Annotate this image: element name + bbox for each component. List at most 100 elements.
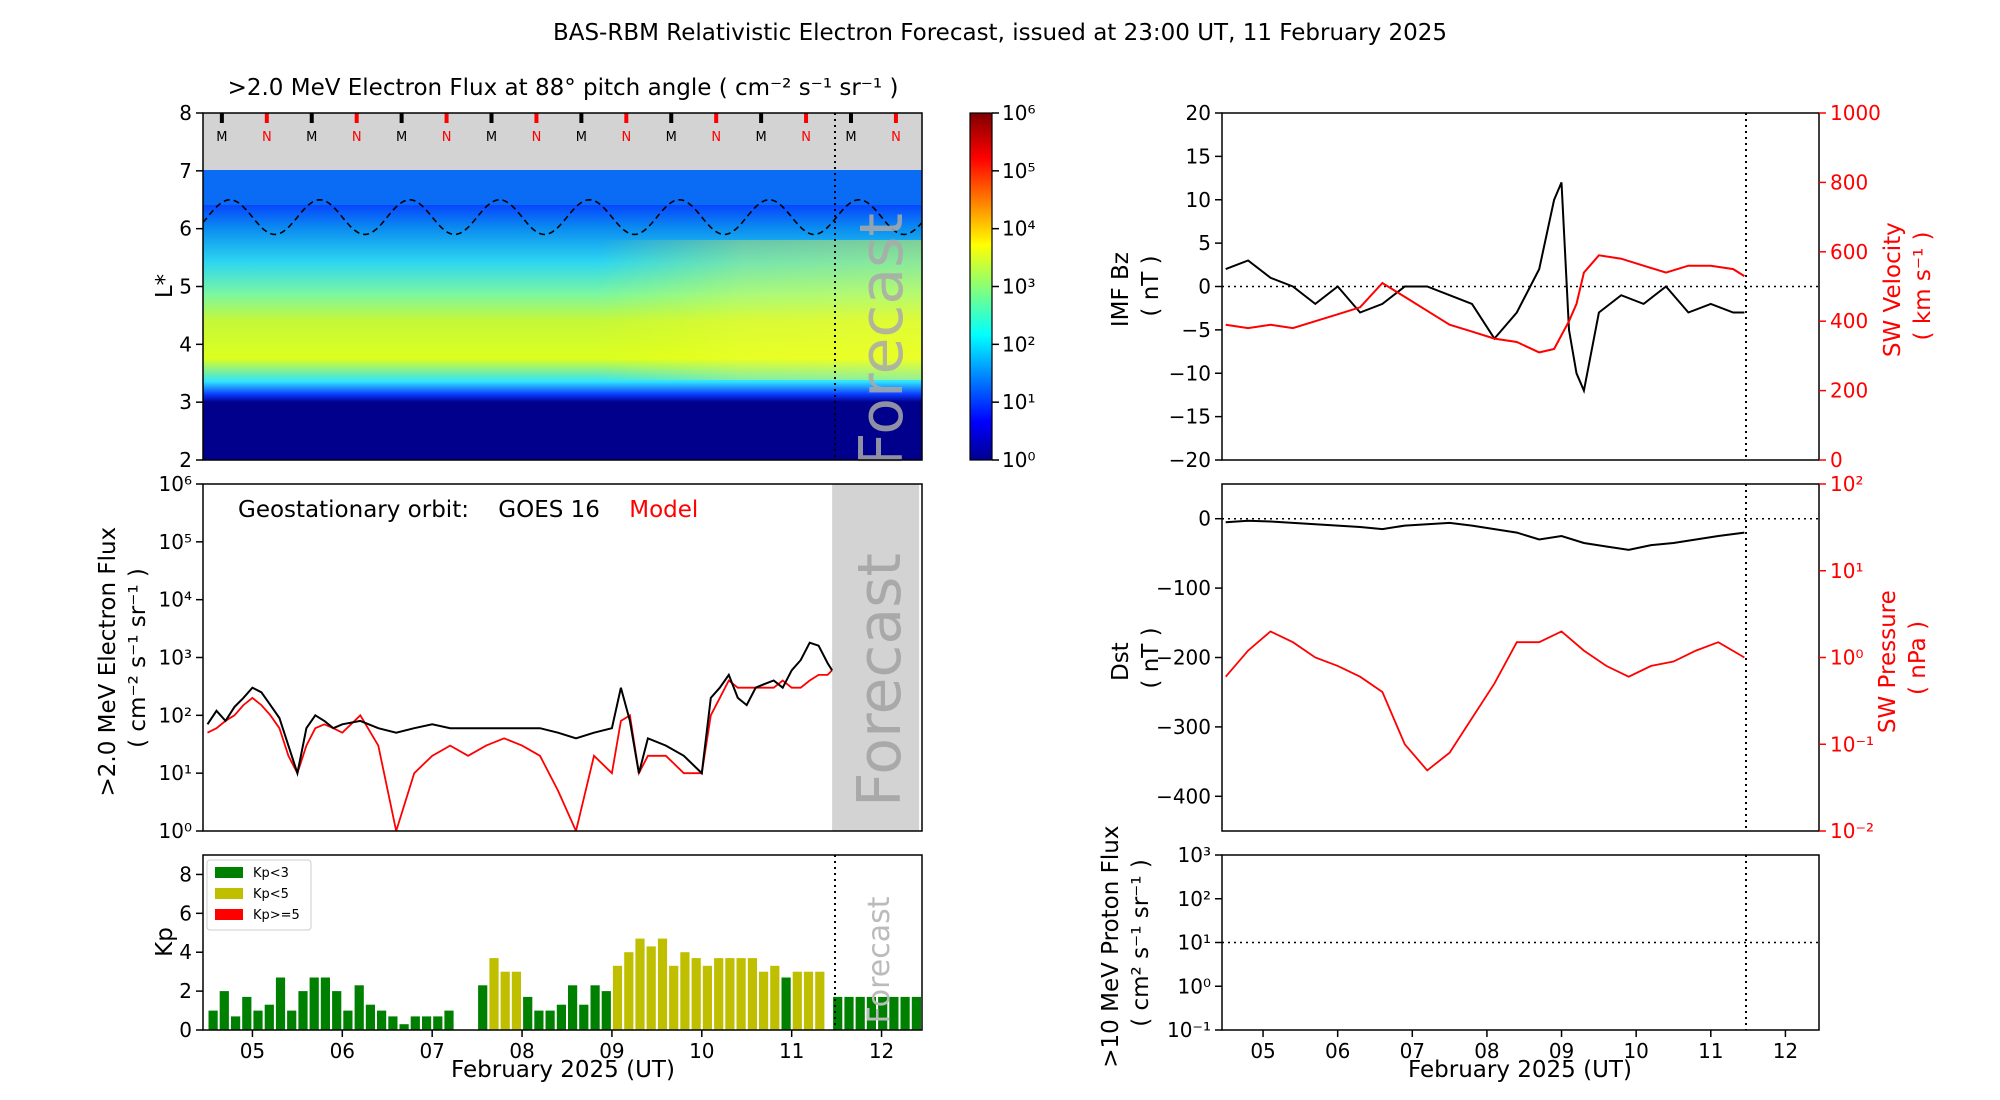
heatmap-y-axis: 2 3 4 5 6 7 8 bbox=[179, 101, 203, 472]
proton-y-axis: 10⁻¹ 10⁰ 10¹ 10² 10³ bbox=[1167, 843, 1222, 1042]
goes-y-tick-label: 10⁰ bbox=[159, 819, 192, 843]
kp-y-tick-label: 0 bbox=[179, 1018, 192, 1042]
sw-velocity-tick-label: 1000 bbox=[1830, 101, 1881, 125]
heatmap-right-enhancement bbox=[203, 240, 922, 380]
mn-marker-label: M bbox=[396, 130, 407, 145]
kp-forecast-bar bbox=[911, 996, 921, 1030]
left-x-axis: 05 06 07 08 09 10 11 12 bbox=[240, 1030, 894, 1063]
heatmap-y-tick-label: 8 bbox=[179, 101, 192, 125]
kp-forecast-bar bbox=[855, 996, 865, 1030]
imf-y-tick-label: −10 bbox=[1169, 361, 1211, 385]
dst-ylabel: Dst ( nT ) bbox=[1108, 627, 1164, 688]
mn-tick bbox=[264, 113, 269, 123]
right-x-axis: 05 06 07 08 09 10 11 12 bbox=[1250, 1030, 1798, 1063]
figure-title: BAS-RBM Relativistic Electron Forecast, … bbox=[553, 20, 1447, 46]
kp-bar bbox=[444, 1010, 454, 1030]
kp-bar bbox=[747, 958, 757, 1030]
kp-forecast-bar bbox=[833, 996, 843, 1030]
kp-bar bbox=[275, 977, 286, 1030]
right-x-tick-label: 06 bbox=[1325, 1039, 1350, 1063]
kp-forecast-bar bbox=[878, 996, 888, 1030]
dst-frame bbox=[1221, 483, 1820, 832]
heatmap-title: >2.0 MeV Electron Flux at 88° pitch angl… bbox=[228, 75, 899, 101]
mn-tick bbox=[759, 113, 764, 123]
mn-tick bbox=[804, 113, 809, 123]
imf-y-axis: −20 −15 −10 −5 0 5 10 15 20 bbox=[1169, 101, 1222, 472]
goes-y-tick-label: 10⁶ bbox=[159, 472, 192, 496]
dst-y-tick-label: −300 bbox=[1156, 715, 1211, 739]
imf-y-tick-label: −20 bbox=[1169, 448, 1211, 472]
kp-bar bbox=[242, 996, 252, 1030]
kp-bar bbox=[635, 938, 645, 1030]
mn-marker-label: M bbox=[756, 130, 767, 145]
heatmap-y-tick-label: 3 bbox=[179, 390, 192, 414]
goes-y-tick-label: 10⁵ bbox=[159, 530, 192, 554]
dst-y-axis: 0 −100 −200 −300 −400 bbox=[1156, 507, 1222, 808]
goes-y-tick-label: 10⁴ bbox=[159, 588, 192, 612]
proton-y-tick-label: 10² bbox=[1178, 887, 1211, 911]
colorbar-tick-label: 10⁴ bbox=[1002, 217, 1035, 241]
mn-tick bbox=[669, 113, 674, 123]
kp-bar bbox=[433, 1016, 443, 1030]
dst-y-tick-label: 0 bbox=[1198, 507, 1211, 531]
heatmap-forecast-label: Forecast bbox=[847, 213, 917, 467]
kp-bar bbox=[399, 1024, 409, 1030]
mn-marker-label: N bbox=[711, 130, 721, 145]
right-x-tick-label: 09 bbox=[1549, 1039, 1574, 1063]
kp-legend-high: Kp>=5 bbox=[253, 908, 300, 923]
proton-frame bbox=[1221, 854, 1820, 1031]
kp-bar bbox=[669, 965, 679, 1030]
kp-bar bbox=[231, 1016, 241, 1030]
kp-bar bbox=[792, 971, 802, 1030]
mn-tick bbox=[444, 113, 449, 123]
kp-y-tick-label: 2 bbox=[179, 979, 192, 1003]
heatmap-ylabel: L* bbox=[152, 274, 178, 298]
colorbar-ticks: 10⁰ 10¹ 10² 10³ 10⁴ 10⁵ 10⁶ bbox=[992, 101, 1035, 472]
kp-bar bbox=[556, 1004, 566, 1030]
left-x-tick-label: 12 bbox=[869, 1039, 894, 1063]
kp-bar bbox=[680, 952, 690, 1030]
kp-bar bbox=[803, 971, 814, 1030]
mn-tick bbox=[848, 113, 853, 123]
mn-tick bbox=[489, 113, 494, 123]
kp-bar bbox=[478, 985, 488, 1030]
mn-marker-label: N bbox=[621, 130, 631, 145]
kp-bar bbox=[388, 1016, 398, 1030]
kp-bar bbox=[534, 1010, 544, 1030]
mn-marker-label: M bbox=[306, 130, 317, 145]
imf-y-tick-label: −15 bbox=[1169, 405, 1211, 429]
kp-bar bbox=[309, 977, 319, 1030]
mn-marker-label: N bbox=[262, 130, 272, 145]
kp-y-tick-label: 8 bbox=[179, 862, 192, 886]
colorbar-tick-label: 10⁵ bbox=[1002, 159, 1035, 183]
kp-bar bbox=[298, 991, 308, 1030]
kp-bar bbox=[377, 1010, 387, 1030]
imf-y-tick-label: 5 bbox=[1198, 231, 1211, 255]
left-x-tick-label: 11 bbox=[779, 1039, 804, 1063]
colorbar: 10⁰ 10¹ 10² 10³ 10⁴ 10⁵ 10⁶ bbox=[969, 101, 1035, 472]
kp-forecast-bar bbox=[889, 996, 899, 1030]
kp-bar bbox=[208, 1010, 218, 1030]
mn-marker-label: M bbox=[845, 130, 856, 145]
sw-velocity-tick-label: 600 bbox=[1830, 240, 1868, 264]
kp-bar bbox=[287, 1010, 297, 1030]
sw-pressure-tick-label: 10⁰ bbox=[1830, 646, 1863, 670]
left-x-tick-label: 06 bbox=[330, 1039, 355, 1063]
kp-legend-mid: Kp<5 bbox=[253, 887, 289, 902]
kp-bar bbox=[500, 971, 510, 1030]
right-xlabel: February 2025 (UT) bbox=[1408, 1057, 1632, 1083]
sw-velocity-tick-label: 400 bbox=[1830, 309, 1868, 333]
kp-forecast-label: Forecast bbox=[862, 896, 897, 1023]
right-x-tick-label: 12 bbox=[1773, 1039, 1798, 1063]
kp-frame bbox=[202, 854, 923, 1031]
goes-legend-prefix: Geostationary orbit: bbox=[238, 497, 469, 523]
kp-bar bbox=[781, 977, 791, 1030]
sw-pressure-line bbox=[1225, 630, 1745, 772]
kp-bar bbox=[815, 971, 825, 1030]
sw-pressure-tick-label: 10¹ bbox=[1830, 559, 1863, 583]
proton-y-tick-label: 10⁻¹ bbox=[1167, 1018, 1211, 1042]
mn-tick bbox=[354, 113, 359, 123]
colorbar-tick-label: 10² bbox=[1002, 332, 1035, 356]
left-xlabel: February 2025 (UT) bbox=[451, 1057, 675, 1083]
